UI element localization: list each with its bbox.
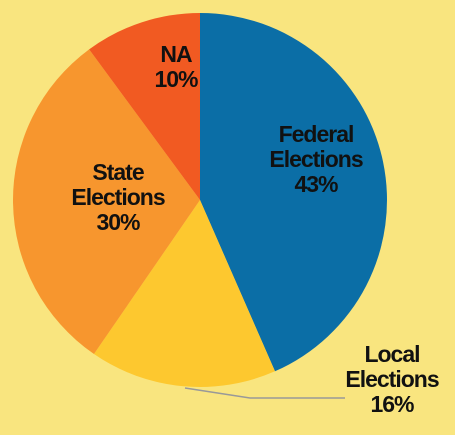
slice-label: Federal Elections <box>269 121 362 172</box>
value-label: 43% <box>294 171 338 197</box>
value-label: 10% <box>154 66 198 92</box>
label-line: NA <box>160 41 192 67</box>
label-line: Elections <box>71 184 164 210</box>
label-line: State <box>92 159 143 185</box>
pie-slice <box>89 12 200 200</box>
leader-line <box>184 387 345 399</box>
pie-slice <box>93 200 275 387</box>
label-line: Federal <box>279 121 354 147</box>
label-line: Local <box>364 341 419 367</box>
label-line: Elections <box>269 146 362 172</box>
pie-slice <box>13 49 200 355</box>
value-label: 30% <box>96 209 140 235</box>
slice-label: NA <box>160 41 192 67</box>
value-label: 16% <box>370 391 414 417</box>
label-line: Elections <box>345 366 438 392</box>
slice-label: Local Elections <box>345 341 438 392</box>
slice-label: State Elections <box>71 159 164 210</box>
pie-slice <box>200 13 388 372</box>
